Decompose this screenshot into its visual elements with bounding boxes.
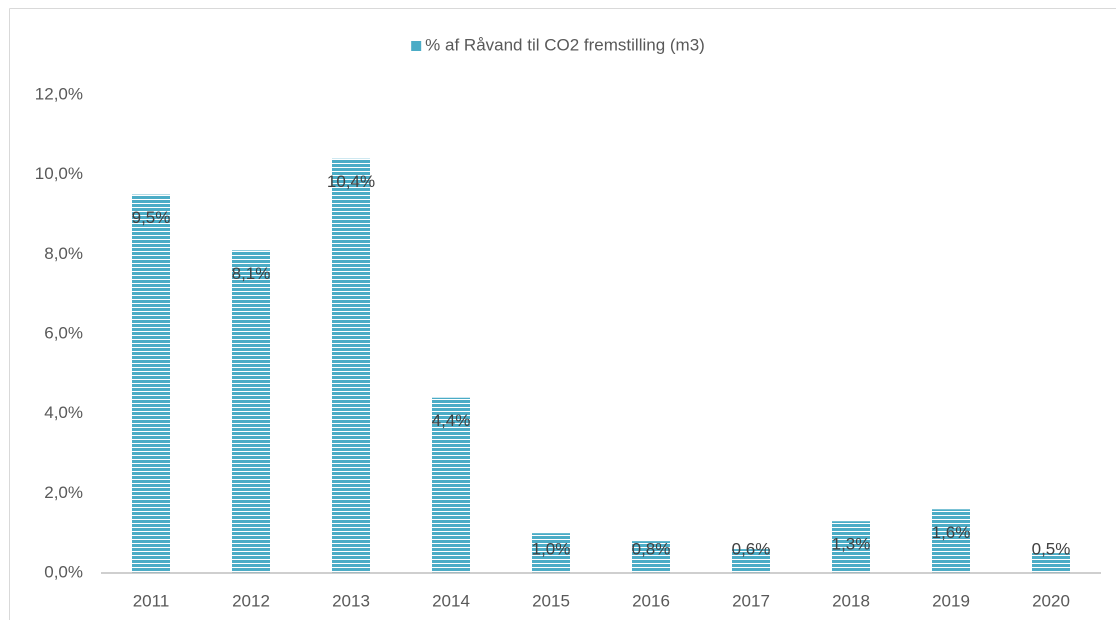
bar: [832, 521, 870, 573]
legend: % af Råvand til CO2 fremstilling (m3): [411, 35, 705, 54]
value-label: 1,3%: [832, 535, 871, 554]
bar: [132, 194, 170, 574]
x-tick-label: 2017: [732, 591, 770, 610]
y-tick-label: 4,0%: [44, 403, 83, 422]
y-tick-label: 2,0%: [44, 483, 83, 502]
value-label: 8,1%: [232, 264, 271, 283]
legend-label: % af Råvand til CO2 fremstilling (m3): [425, 35, 705, 54]
value-label: 10,4%: [327, 172, 375, 191]
y-tick-label: 10,0%: [35, 164, 83, 183]
x-tick-label: 2018: [832, 591, 870, 610]
bar: [932, 509, 970, 573]
bar: [432, 397, 470, 573]
value-label: 9,5%: [132, 208, 171, 227]
value-label: 1,0%: [532, 539, 571, 558]
y-tick-label: 8,0%: [44, 244, 83, 263]
x-tick-label: 2011: [133, 591, 170, 610]
y-tick-label: 6,0%: [44, 323, 83, 342]
y-tick-label: 0,0%: [44, 562, 83, 581]
x-tick-label: 2013: [332, 591, 370, 610]
bar: [232, 250, 270, 573]
bar: [632, 541, 670, 573]
x-tick-label: 2019: [932, 591, 970, 610]
bar: [732, 549, 770, 573]
legend-swatch: [411, 41, 422, 51]
y-tick-label: 12,0%: [35, 84, 83, 103]
bar: [1032, 553, 1070, 573]
value-label: 0,5%: [1032, 539, 1071, 558]
value-label: 1,6%: [932, 523, 971, 542]
x-tick-label: 2016: [632, 591, 670, 610]
x-tick-label: 2014: [432, 591, 470, 610]
x-tick-label: 2020: [1032, 591, 1070, 610]
value-label: 4,4%: [432, 411, 471, 430]
bar: [532, 533, 570, 573]
value-label: 0,6%: [732, 539, 771, 558]
x-tick-label: 2015: [532, 591, 570, 610]
value-label: 0,8%: [632, 539, 671, 558]
bar: [332, 158, 370, 573]
x-tick-label: 2012: [232, 591, 270, 610]
